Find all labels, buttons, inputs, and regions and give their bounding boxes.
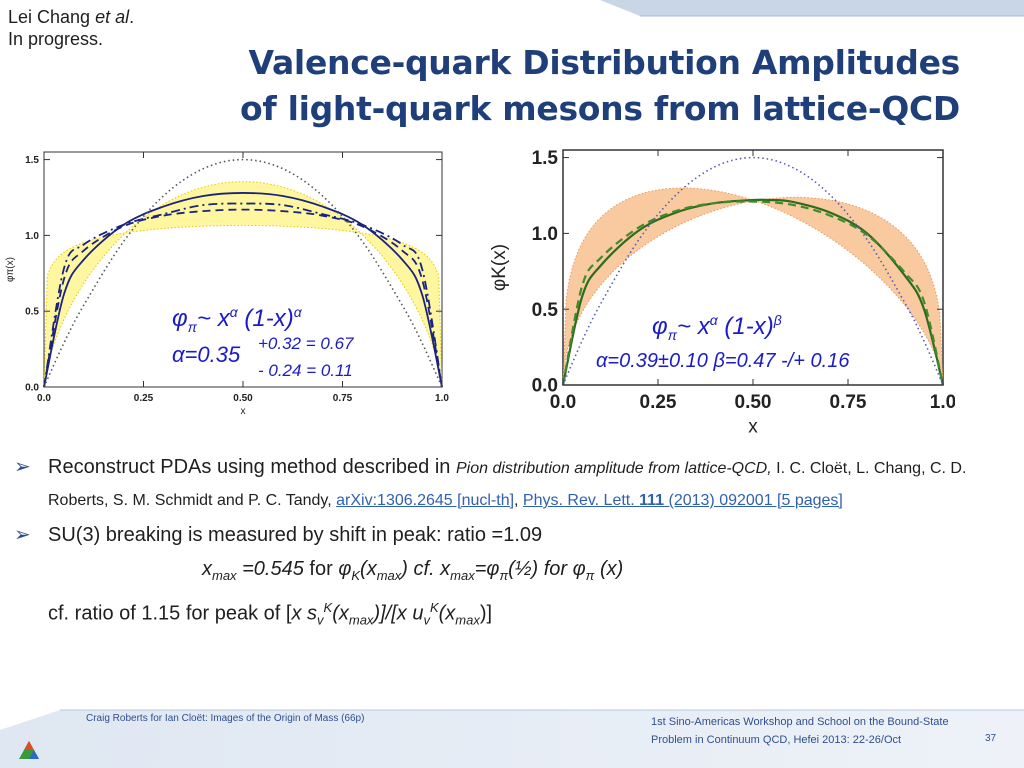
x-tick-label: 0.25 xyxy=(640,392,677,413)
bullet-list: ➢ Reconstruct PDAs using method describe… xyxy=(14,452,1014,636)
error-band xyxy=(43,181,443,388)
kaon-params: α=0.39±0.10 β=0.47 -/+ 0.16 xyxy=(596,350,850,372)
x-tick-label: 0.75 xyxy=(333,393,353,404)
pion-formula: φπ~ xα (1-x)α xyxy=(172,304,302,335)
author-name: Lei Chang xyxy=(8,7,91,27)
x-tick-label: 0.50 xyxy=(735,392,772,413)
x-tick-label: 0.50 xyxy=(233,393,253,404)
x-axis-label: x xyxy=(241,406,246,417)
y-axis-label: φK(x) xyxy=(489,244,510,291)
kaon-pda-chart: 0.0 0.25 0.50 0.75 1.0 0.0 0.5 1.0 1.5 x φK(x) xyxy=(489,148,955,438)
header-decoration xyxy=(600,0,1024,17)
series-solid-0 xyxy=(43,192,443,388)
footer-decoration xyxy=(0,709,1024,768)
footer-conference: 1st Sino-Americas Workshop and School on… xyxy=(651,716,949,746)
x-tick-label: 1.0 xyxy=(435,393,449,404)
y-tick-label: 1.5 xyxy=(25,155,39,166)
series-dashed-1 xyxy=(561,200,945,386)
title-line-2: of light-quark mesons from lattice-QCD xyxy=(239,89,960,128)
y-tick-label: 0.0 xyxy=(532,376,558,397)
series-dotted-3 xyxy=(43,158,443,388)
y-tick-label: 1.0 xyxy=(25,231,39,242)
x-tick-label: 1.0 xyxy=(930,392,955,413)
logo-icon xyxy=(19,741,39,759)
bullet-arrow-icon: ➢ xyxy=(14,456,31,478)
xmax-equation: xmax =0.545 for φK(xmax) cf. xmax=φπ(½) … xyxy=(202,558,624,583)
y-tick-label: 0.5 xyxy=(532,300,559,321)
slide-title: Valence-quark Distribution Amplitudes of… xyxy=(200,40,960,132)
x-tick-label: 0.0 xyxy=(37,393,51,404)
x-axis-label: x xyxy=(748,417,758,438)
y-tick-label: 0.0 xyxy=(25,383,39,394)
y-axis-label: φπ(x) xyxy=(5,257,16,282)
series-dotted-2 xyxy=(562,156,944,386)
y-tick-label: 1.5 xyxy=(532,148,559,169)
prl-link[interactable]: Phys. Rev. Lett. 111 (2013) 092001 [5 pa… xyxy=(522,492,843,509)
footer-credit: Craig Roberts for Ian Cloët: Images of t… xyxy=(86,713,365,724)
author-note: Lei Chang et al. In progress. xyxy=(8,7,135,49)
title-line-1: Valence-quark Distribution Amplitudes xyxy=(248,43,961,82)
bullet-arrow-icon: ➢ xyxy=(14,524,31,546)
x-tick-label: 0.0 xyxy=(550,392,576,413)
pion-alpha-err-plus: +0.32 = 0.67 xyxy=(258,334,354,353)
series-dashed-1 xyxy=(43,208,443,388)
kaon-formula: φπ~ xα (1-x)β xyxy=(652,312,782,343)
pion-pda-chart: 0.0 0.25 0.50 0.75 1.0 0.0 0.5 1.0 1.5 x φπ(x) xyxy=(5,151,449,417)
y-tick-label: 0.5 xyxy=(25,307,39,318)
error-band xyxy=(562,187,944,386)
bullet-method: ➢ Reconstruct PDAs using method describe… xyxy=(14,452,1014,516)
arxiv-link[interactable]: arXiv:1306.2645 [nucl-th] xyxy=(336,492,515,509)
author-etal: et al xyxy=(95,7,130,27)
pion-alpha-value: α=0.35 xyxy=(172,342,241,367)
series-solid-0 xyxy=(561,198,945,386)
ratio-line: cf. ratio of 1.15 for peak of [x svK(xma… xyxy=(48,600,493,628)
page-number: 37 xyxy=(985,733,997,744)
status-note: In progress. xyxy=(8,29,104,49)
x-tick-label: 0.75 xyxy=(830,392,867,413)
x-tick-label: 0.25 xyxy=(134,393,154,404)
y-tick-label: 1.0 xyxy=(532,224,558,245)
pion-alpha-err-minus: - 0.24 = 0.11 xyxy=(258,361,353,380)
bullet-su3: ➢ SU(3) breaking is measured by shift in… xyxy=(14,520,1014,550)
